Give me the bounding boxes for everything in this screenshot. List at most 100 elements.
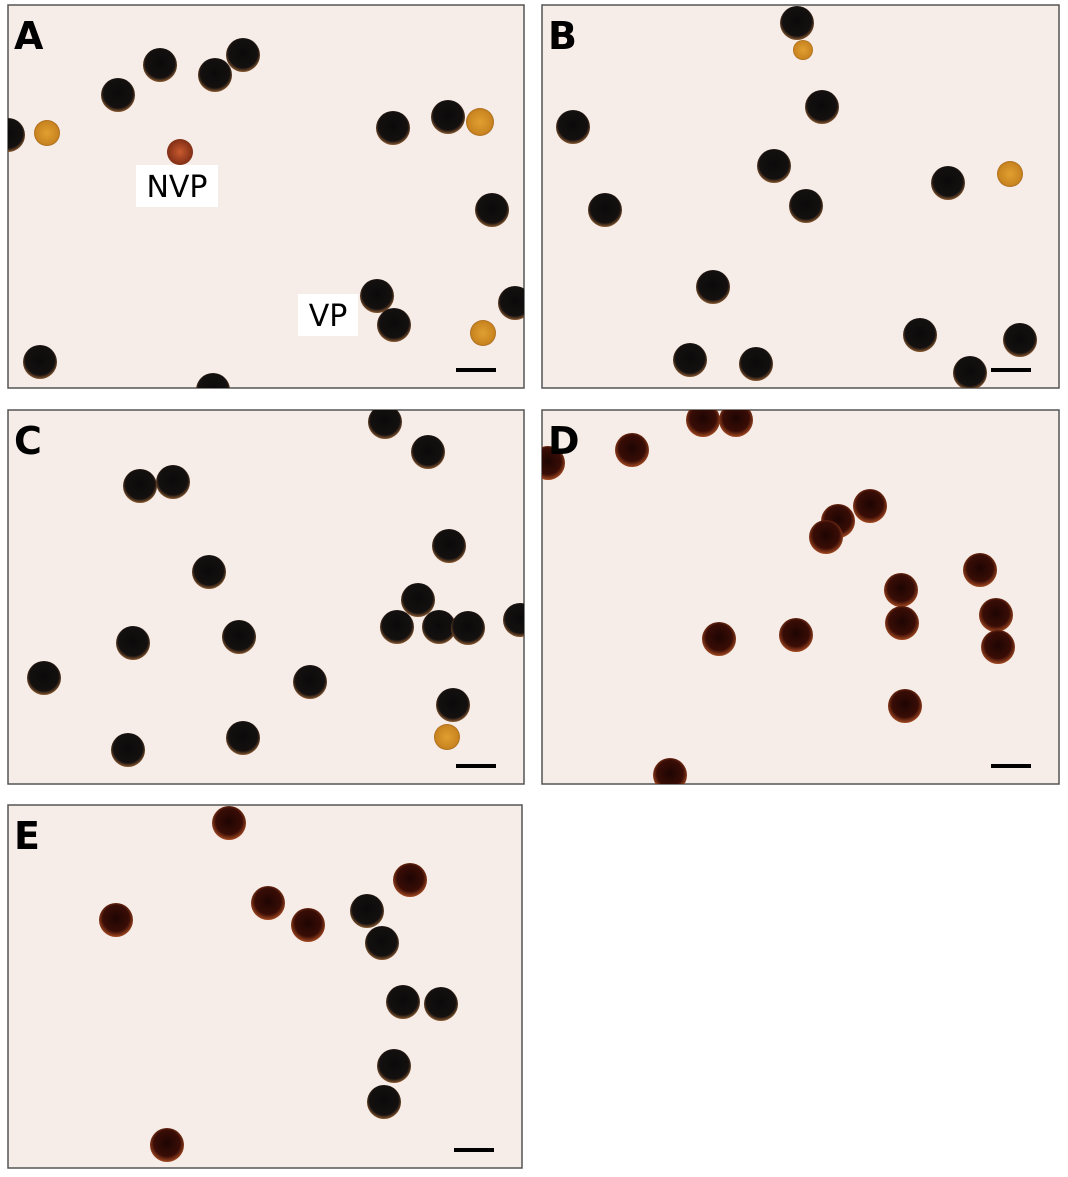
panel-label: B <box>548 14 577 58</box>
pollen-grain <box>116 626 150 660</box>
pollen-grain <box>1003 323 1037 357</box>
annotation-label: VP <box>309 299 348 334</box>
panel-background <box>541 409 1060 785</box>
pollen-grain <box>34 120 60 146</box>
pollen-grain <box>291 908 325 942</box>
pollen-grain <box>556 110 590 144</box>
pollen-grain <box>422 610 456 644</box>
pollen-grain <box>365 926 399 960</box>
annotation-box <box>298 294 358 336</box>
pollen-grain <box>360 279 394 313</box>
pollen-grain <box>981 630 1015 664</box>
pollen-grain <box>212 806 246 840</box>
pollen-grain <box>885 606 919 640</box>
pollen-grain <box>498 286 524 320</box>
pollen-group <box>8 38 524 388</box>
pollen-group <box>542 410 1015 784</box>
pollen-grain <box>888 689 922 723</box>
pollen-grain <box>739 347 773 381</box>
pollen-grain <box>434 724 460 750</box>
pollen-grain <box>226 38 260 72</box>
pollen-grain <box>719 410 753 437</box>
pollen-grain <box>503 603 524 637</box>
panel-label: C <box>14 419 42 463</box>
pollen-grain <box>368 410 402 439</box>
pollen-grain <box>293 665 327 699</box>
pollen-grain <box>686 410 720 437</box>
pollen-grain <box>931 166 965 200</box>
pollen-grain <box>367 1085 401 1119</box>
pollen-grain <box>376 111 410 145</box>
pollen-grain <box>192 555 226 589</box>
pollen-grain <box>673 343 707 377</box>
pollen-grain <box>475 193 509 227</box>
pollen-grain <box>27 661 61 695</box>
pollen-grain <box>884 573 918 607</box>
pollen-grain <box>793 40 813 60</box>
pollen-grain <box>997 161 1023 187</box>
pollen-grain <box>401 583 435 617</box>
pollen-grain <box>432 529 466 563</box>
pollen-grain <box>386 985 420 1019</box>
pollen-grain <box>779 618 813 652</box>
pollen-grain <box>196 373 230 388</box>
pollen-grain <box>101 78 135 112</box>
pollen-grain <box>653 758 687 784</box>
pollen-grain <box>696 270 730 304</box>
pollen-grain <box>615 433 649 467</box>
pollen-grain <box>222 620 256 654</box>
pollen-grain <box>431 100 465 134</box>
micrograph-panel: D <box>541 409 1060 785</box>
pollen-grain <box>470 320 496 346</box>
micrograph-panel: B <box>541 4 1060 389</box>
pollen-grain <box>903 318 937 352</box>
pollen-grain <box>451 611 485 645</box>
pollen-grain <box>702 622 736 656</box>
micrograph-panel: C <box>7 409 525 785</box>
pollen-grain <box>377 1049 411 1083</box>
pollen-grain <box>99 903 133 937</box>
micrograph-panel: A <box>7 4 525 389</box>
micrograph-panel: E <box>7 804 523 1169</box>
panel-background <box>7 804 523 1169</box>
pollen-grain <box>757 149 791 183</box>
pollen-grain <box>393 863 427 897</box>
pollen-grain <box>809 520 843 554</box>
pollen-grain <box>424 987 458 1021</box>
pollen-group <box>27 410 524 767</box>
pollen-grain <box>23 345 57 379</box>
pollen-group <box>99 806 458 1162</box>
pollen-grain <box>963 553 997 587</box>
pollen-grain <box>251 886 285 920</box>
pollen-grain <box>411 435 445 469</box>
pollen-grain <box>350 894 384 928</box>
pollen-grain <box>150 1128 184 1162</box>
pollen-grain <box>111 733 145 767</box>
panel-label: E <box>14 814 40 858</box>
pollen-grain <box>156 465 190 499</box>
pollen-grain <box>226 721 260 755</box>
pollen-grain <box>979 598 1013 632</box>
panel-label: A <box>14 14 44 58</box>
pollen-grain <box>780 6 814 40</box>
panel-background <box>7 409 525 785</box>
pollen-grain <box>588 193 622 227</box>
pollen-grain <box>198 58 232 92</box>
pollen-grain <box>123 469 157 503</box>
pollen-grain <box>466 108 494 136</box>
pollen-grain <box>377 308 411 342</box>
pollen-grain <box>853 489 887 523</box>
pollen-grain <box>436 688 470 722</box>
annotation-box <box>136 165 218 207</box>
pollen-grain <box>143 48 177 82</box>
pollen-grain <box>380 610 414 644</box>
pollen-grain <box>789 189 823 223</box>
pollen-grain <box>542 446 565 480</box>
annotation-label: NVP <box>146 170 207 205</box>
pollen-grain <box>8 118 25 152</box>
pollen-grain <box>805 90 839 124</box>
pollen-group <box>556 6 1037 388</box>
panel-label: D <box>548 419 580 463</box>
